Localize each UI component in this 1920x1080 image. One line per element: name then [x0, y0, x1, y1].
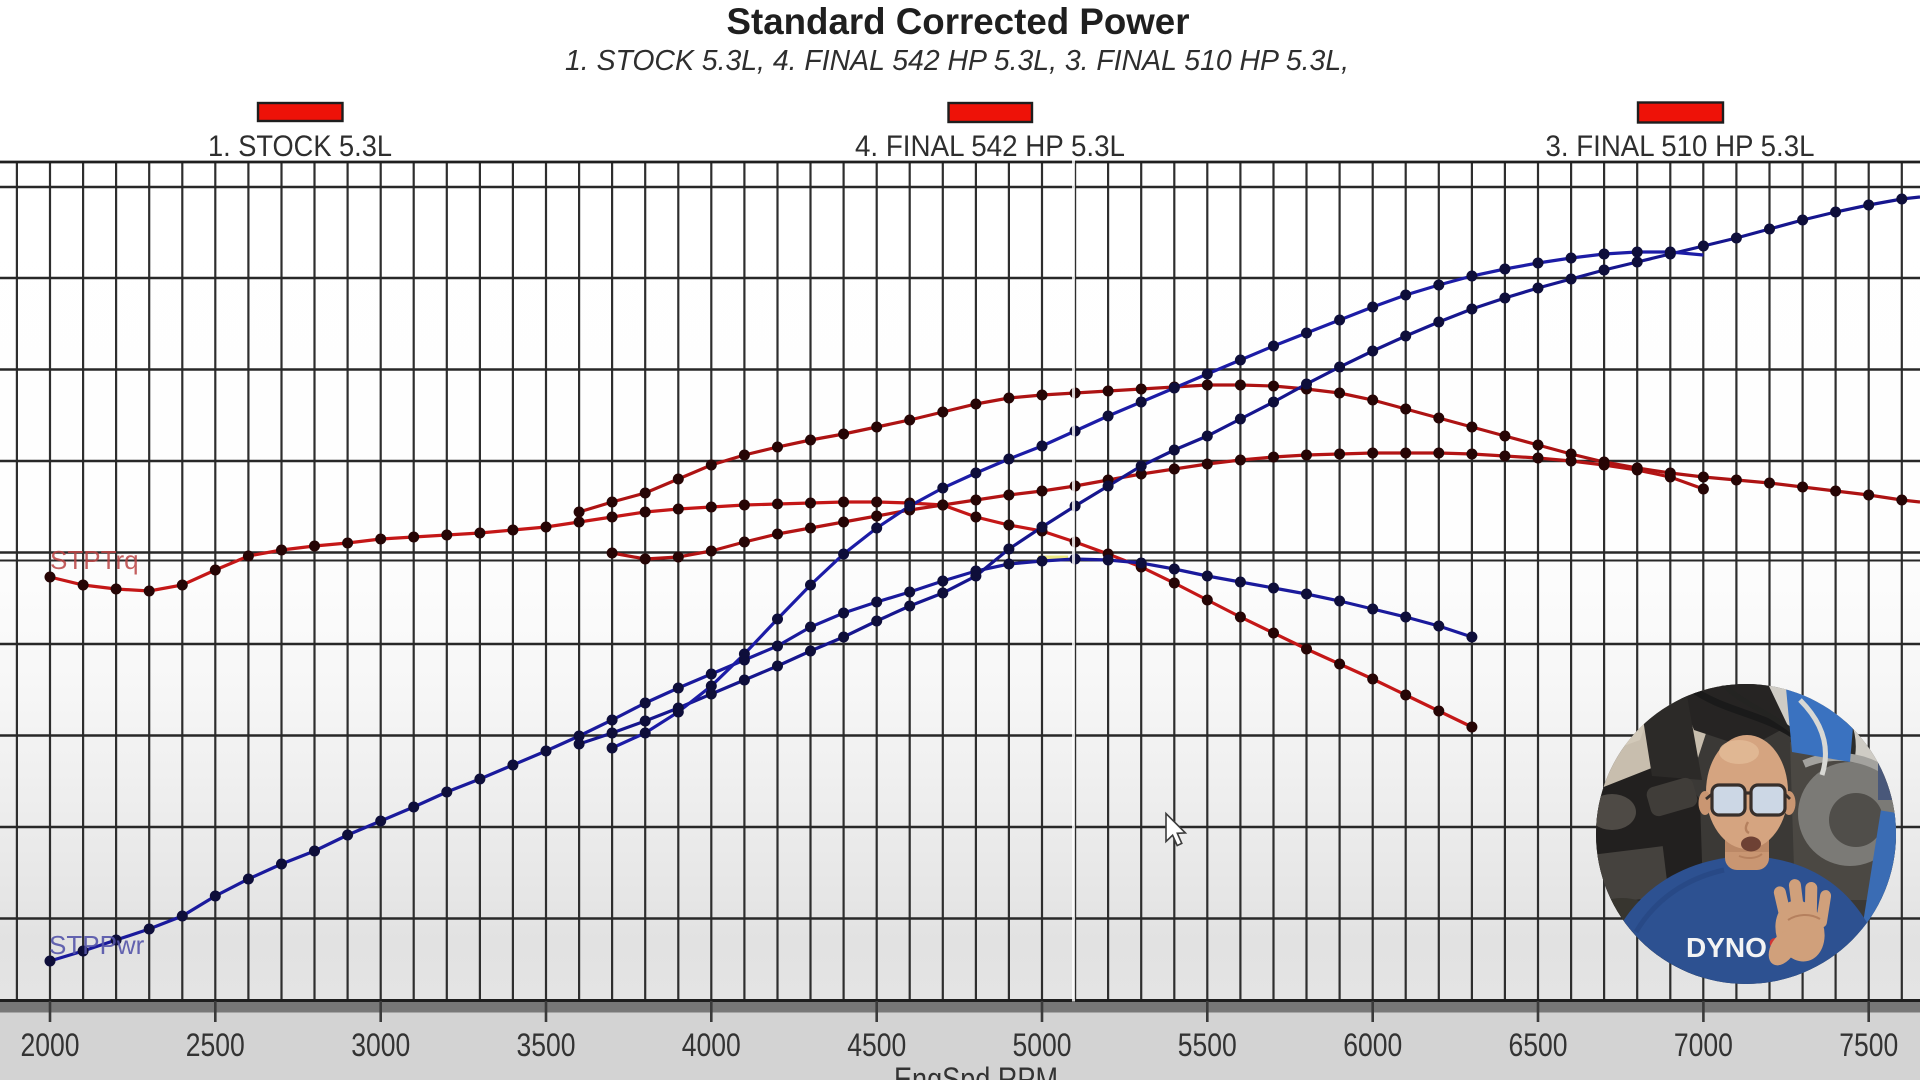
- svg-text:1. STOCK 5.3L: 1. STOCK 5.3L: [208, 130, 392, 163]
- svg-text:3000: 3000: [351, 1027, 410, 1063]
- svg-text:EngSpd RPM: EngSpd RPM: [894, 1061, 1058, 1080]
- svg-text:4000: 4000: [682, 1027, 741, 1063]
- svg-text:DYNO: DYNO: [1686, 932, 1767, 963]
- svg-text:6000: 6000: [1343, 1027, 1402, 1063]
- svg-text:STPTrq: STPTrq: [50, 545, 139, 575]
- svg-text:4. FINAL 542 HP 5.3L: 4. FINAL 542 HP 5.3L: [855, 130, 1125, 163]
- svg-text:5500: 5500: [1178, 1027, 1237, 1063]
- svg-text:Standard Corrected Power: Standard Corrected Power: [727, 1, 1190, 42]
- svg-text:3. FINAL 510 HP 5.3L: 3. FINAL 510 HP 5.3L: [1546, 130, 1815, 163]
- svg-text:7000: 7000: [1674, 1027, 1733, 1063]
- svg-text:5000: 5000: [1013, 1027, 1072, 1063]
- svg-text:2000: 2000: [21, 1027, 80, 1063]
- svg-text:7500: 7500: [1839, 1027, 1898, 1063]
- svg-text:1. STOCK 5.3L, 4. FINAL 542 HP: 1. STOCK 5.3L, 4. FINAL 542 HP 5.3L, 3. …: [565, 45, 1349, 77]
- svg-text:3500: 3500: [517, 1027, 576, 1063]
- svg-text:4500: 4500: [847, 1027, 906, 1063]
- svg-text:6500: 6500: [1509, 1027, 1568, 1063]
- svg-text:2500: 2500: [186, 1027, 245, 1063]
- svg-text:STPPwr: STPPwr: [49, 930, 145, 960]
